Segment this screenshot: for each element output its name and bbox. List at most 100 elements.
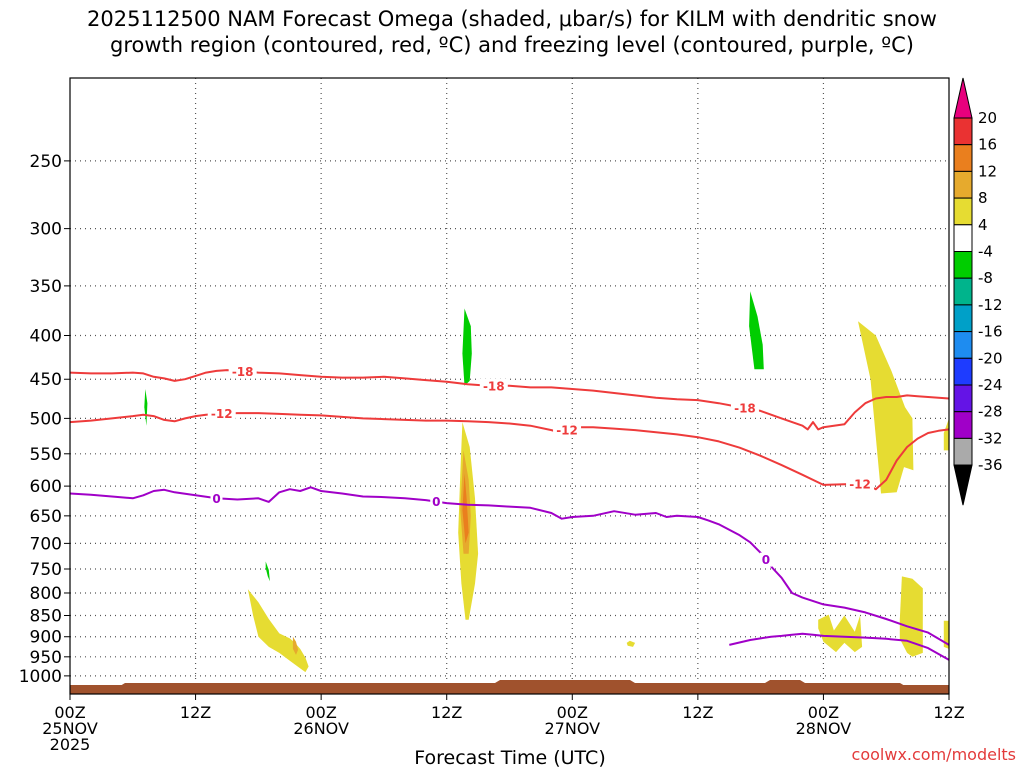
colorbar-tick-label-13: -36 (978, 456, 1003, 474)
contour-label-m18-2: -18 (734, 402, 756, 416)
contour-line-0 (69, 486, 950, 646)
colorbar-tick-label-12: -32 (978, 429, 1003, 447)
colorbar-tick-label-9: -20 (978, 349, 1003, 367)
x-tick-label-72-line1: 00Z (808, 703, 839, 722)
omega-region-downward-4 (462, 308, 472, 386)
colorbar-tick-label-10: -24 (978, 376, 1003, 394)
x-tick-label-48-line1: 00Z (557, 703, 588, 722)
omega-region-upward-13 (943, 418, 949, 451)
contour-label-m12-1: -12 (556, 424, 578, 438)
contour-label-m12-0: -12 (211, 407, 233, 421)
y-tick-label-750: 750 (30, 560, 62, 580)
y-tick-label-900: 900 (30, 628, 62, 648)
y-tick-label-500: 500 (30, 409, 62, 429)
y-tick-label-250: 250 (30, 152, 62, 172)
x-tick-label-84-line1: 12Z (933, 703, 964, 722)
omega-region-upward-10 (858, 321, 914, 494)
y-tick-label-700: 700 (30, 534, 62, 554)
colorbar-segment-4 (953, 197, 973, 226)
y-tick-label-800: 800 (30, 584, 62, 604)
colorbar-segment-13 (953, 437, 973, 466)
omega-region-upward-1 (292, 636, 299, 655)
y-tick-label-650: 650 (30, 507, 62, 527)
contour-label-bg (210, 491, 223, 506)
omega-region-upward-12 (899, 576, 923, 657)
x-tick-label-24-line1: 00Z (305, 703, 336, 722)
contour-label-m12-2: -12 (849, 477, 871, 491)
x-tick-label-12-line1: 12Z (180, 703, 211, 722)
colorbar-segment-3 (953, 170, 973, 199)
contour-label-bg (730, 401, 759, 416)
colorbar-tick-label-6: -8 (978, 269, 993, 287)
colorbar-segment-5 (953, 224, 973, 253)
x-tick-label-24-line2: 26NOV (293, 719, 349, 738)
omega-region-downward-2 (144, 389, 148, 426)
plot-frame (69, 77, 950, 695)
omega-shading (144, 291, 949, 673)
contour-label-0-2: 0 (762, 553, 770, 567)
y-tick-label-450: 450 (30, 370, 62, 390)
colorbar-segment-9 (953, 331, 973, 359)
x-tick-label-36-line1: 12Z (431, 703, 462, 722)
colorbar-tick-label-7: -12 (978, 296, 1003, 314)
contour-line-0-lower (729, 632, 950, 661)
omega-region-upward-11 (818, 614, 863, 653)
colorbar-tick-label-4: 4 (978, 216, 988, 234)
colorbar-segment-1 (953, 117, 973, 146)
colorbar-tick-label-3: 8 (978, 189, 988, 207)
y-tick-label-600: 600 (30, 477, 62, 497)
credit-text: coolwx.com/modelts (852, 745, 1016, 764)
colorbar-segment-8 (953, 304, 973, 333)
chart-title-line1: 2025112500 NAM Forecast Omega (shaded, μ… (87, 7, 937, 31)
x-tick-label-0-line3: 2025 (50, 735, 91, 754)
y-tick-label-300: 300 (30, 220, 62, 240)
contour-label-0-1: 0 (432, 495, 440, 509)
colorbar-bottom-triangle (953, 464, 973, 506)
omega-region-downward-9 (749, 291, 764, 370)
omega-region-upward-7 (462, 473, 469, 544)
colorbar-tick-label-1: 16 (978, 136, 997, 154)
y-axis: 2503003504004505005506006507007508008509… (19, 152, 70, 687)
omega-region-upward-0 (247, 589, 309, 673)
y-tick-label-1000: 1000 (19, 667, 62, 687)
colorbar-top-triangle (953, 77, 973, 119)
y-tick-label-850: 850 (30, 607, 62, 627)
contour-label-bg (553, 423, 582, 438)
contour-label-0-0: 0 (212, 492, 220, 506)
contour-lines: -18 -18 -18 -12 -12 -12 0 0 0 (69, 364, 950, 661)
contour-label-bg (479, 378, 508, 393)
x-tick-label-0-line2: 25NOV (42, 719, 98, 738)
colorbar-segment-12 (953, 411, 973, 439)
colorbar-tick-label-2: 12 (978, 162, 997, 180)
colorbar-segment-11 (953, 384, 973, 413)
colorbar-tick-label-5: -4 (978, 243, 993, 261)
contour-line-m12 (69, 412, 950, 491)
colorbar-tick-label-0: 20 (978, 109, 997, 127)
omega-region-downward-3 (265, 561, 270, 582)
y-tick-label-400: 400 (30, 326, 62, 346)
ground-layer (70, 680, 949, 694)
contour-label-bg (846, 476, 875, 491)
colorbar-segment-2 (953, 144, 973, 172)
contour-label-m18-1: -18 (483, 379, 505, 393)
y-tick-label-550: 550 (30, 445, 62, 465)
contour-label-bg (430, 494, 443, 509)
x-tick-label-48-line2: 27NOV (544, 719, 600, 738)
colorbar-tick-label-11: -28 (978, 403, 1003, 421)
x-tick-label-60-line1: 12Z (682, 703, 713, 722)
contour-label-bg (228, 364, 257, 379)
contour-label-m18-0: -18 (232, 365, 254, 379)
omega-region-upward-8 (626, 640, 636, 647)
contour-label-bg (759, 552, 772, 567)
ground-surface-top (70, 680, 949, 694)
colorbar: 20 16 12 8 4 -4 -8 -12 -16 -20 -24 -28 -32 -36 (953, 77, 1003, 506)
colorbar-segment-6 (953, 251, 973, 279)
colorbar-segment-7 (953, 277, 973, 306)
chart-title-line2: growth region (contoured, red, ºC) and f… (110, 33, 914, 57)
contour-line-m18 (69, 369, 950, 431)
x-tick-label-72-line2: 28NOV (796, 719, 852, 738)
x-tick-label-0-line1: 00Z (54, 703, 85, 722)
colorbar-segment-10 (953, 357, 973, 386)
